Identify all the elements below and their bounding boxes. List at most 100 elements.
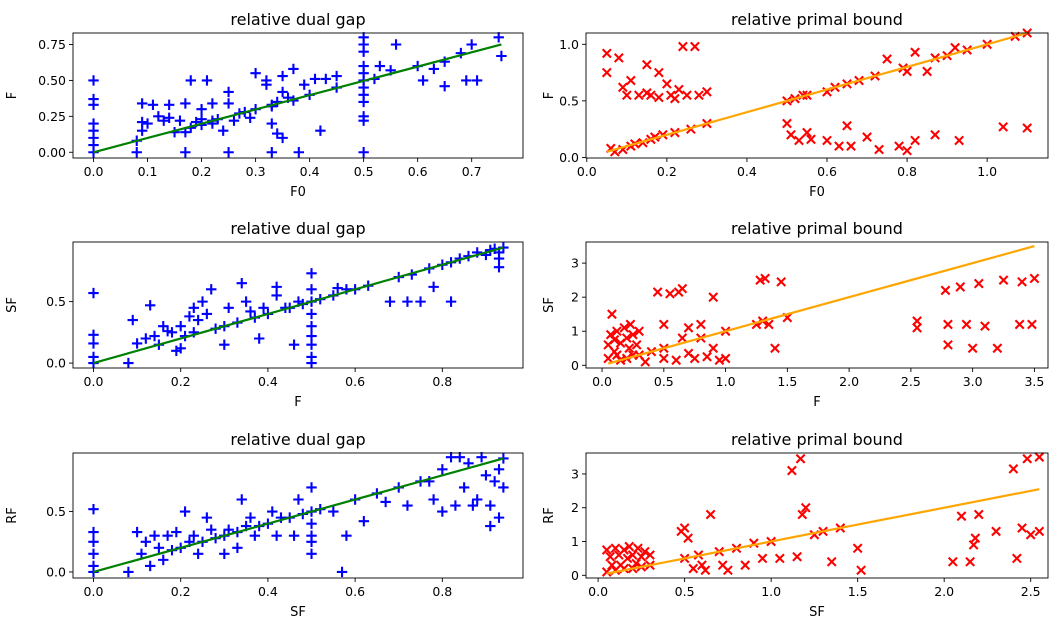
data-point [622,553,633,564]
data-point [631,339,642,350]
data-point [299,79,310,90]
data-point [947,556,958,567]
data-point [760,273,771,284]
data-point [677,333,688,343]
data-point [834,141,844,152]
data-point [683,533,693,544]
data-point [223,98,234,109]
data-point [293,494,304,505]
data-point [437,464,448,475]
axes-frame [585,452,1049,579]
data-point [454,452,465,463]
data-point [207,98,218,109]
data-point [611,326,622,337]
data-point [271,530,282,541]
data-point [88,526,99,538]
x-tick-label: 0.5 [654,374,674,389]
fit-line [606,31,1028,153]
data-point [192,314,204,326]
x-tick-label: 0.0 [84,164,104,179]
x-tick-label: 0.0 [588,584,608,599]
x-tick-label: 0.8 [897,164,917,179]
data-point [228,115,240,126]
data-point [806,134,816,145]
y-tick-label: 0.5 [46,504,66,519]
subplot-5: 0.0 0.2 0.4 0.6 0.8 0.0 0.5 relative dual gap SF… [5,430,524,620]
data-point [669,93,680,104]
data-point [1034,526,1045,537]
data-point [485,520,496,532]
data-point [306,339,317,350]
x-tick-label: 1.5 [777,374,797,389]
data-point [852,543,863,554]
data-point [722,565,733,576]
data-point [417,75,429,86]
data-point [455,47,467,59]
data-point [88,75,99,86]
y-tick-label: 2 [571,500,579,515]
y-tick-label: 3 [571,256,579,271]
data-point [428,281,439,293]
data-point [485,500,496,511]
data-point [206,524,217,535]
data-point [627,550,638,560]
data-point [288,339,300,350]
y-tick-label: 1 [571,324,579,339]
y-tick-label: 0.0 [46,356,66,371]
data-point [201,308,213,320]
data-point [967,343,978,354]
data-point [782,118,792,129]
data-point [700,565,711,576]
data-point [236,277,247,289]
x-tick-label: 0.6 [817,164,837,179]
data-point [127,314,138,326]
data-point [331,70,342,82]
data-point [770,343,780,354]
data-point [253,333,265,344]
data-point [998,121,1009,132]
y-axis-label: RF [5,507,20,524]
data-point [940,285,951,296]
y-tick-label: 0.75 [38,37,66,52]
data-point [1034,452,1045,462]
x-tick-label: 0.4 [258,584,278,599]
data-point [88,503,99,515]
data-point [201,75,213,86]
data-point [261,75,272,86]
data-point [219,339,230,350]
data-point [158,115,169,126]
data-point [88,99,99,111]
y-axis-label: RF [542,507,557,524]
data-point [493,512,505,523]
x-tick-label: 0.6 [345,584,365,599]
data-point [171,526,182,538]
data-point [223,524,234,535]
data-point [358,96,369,108]
data-point [970,533,981,544]
data-point [320,73,332,85]
x-tick-label: 1.5 [848,584,868,599]
data-point [910,135,920,146]
data-point [249,530,261,541]
data-point [358,147,369,158]
data-point [162,530,173,541]
data-point [776,276,787,287]
data-point [136,548,147,560]
data-point [950,42,961,53]
data-point [88,287,99,299]
y-axis-label: SF [542,297,557,313]
data-point [166,327,178,338]
data-point [639,546,650,557]
data-point [625,75,636,86]
data-point [175,321,186,332]
data-point [954,135,965,146]
data-point [720,353,731,364]
data-point [306,308,317,320]
data-point [624,541,635,552]
data-point [689,41,700,52]
data-point [288,63,299,75]
data-point [450,500,461,511]
axes-frame [72,452,524,579]
data-point [624,343,635,354]
data-point [140,536,152,547]
